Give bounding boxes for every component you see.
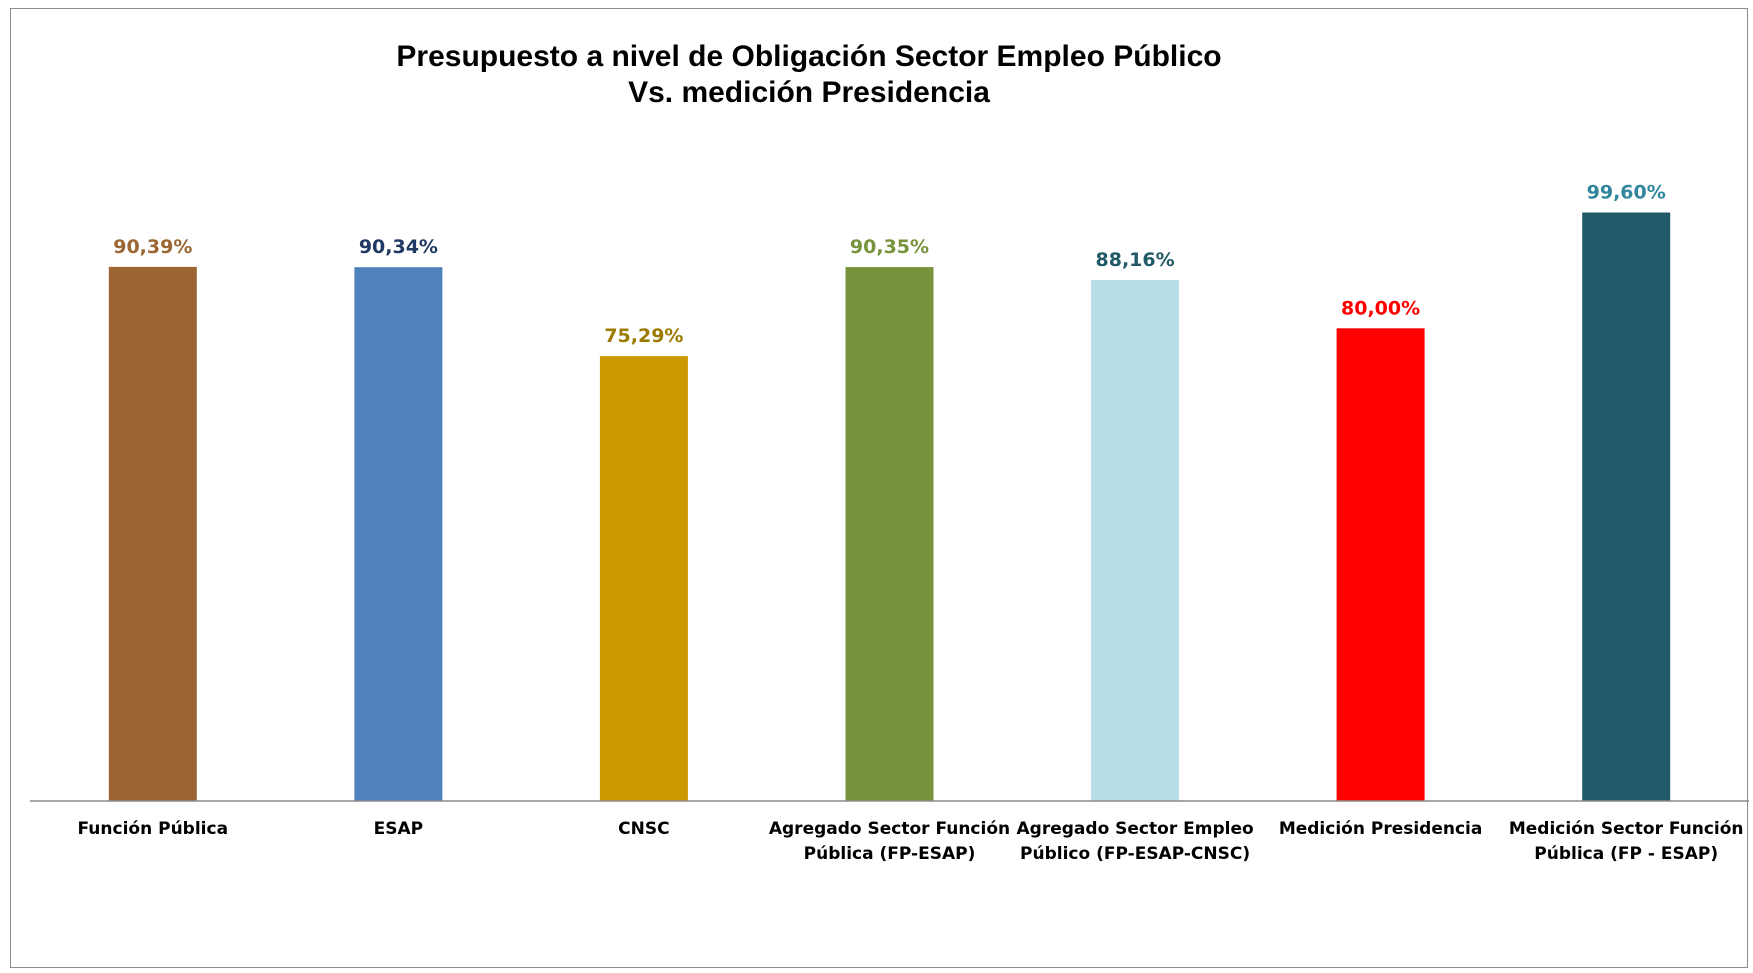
- category-label-6-line-2: Pública (FP - ESAP): [1534, 844, 1718, 864]
- category-labels-layer: Función Pública ESAP CNSC Agregado Sector F…: [78, 819, 1744, 864]
- bar-6: [1582, 212, 1671, 801]
- category-label-4-line-2: Público (FP-ESAP-CNSC): [1020, 844, 1250, 864]
- category-label-4-line-1: Agregado Sector Empleo: [1017, 819, 1254, 839]
- category-label-1: ESAP: [374, 819, 423, 839]
- chart-title-line-1: Presupuesto a nivel de Obligación Sector…: [396, 40, 1221, 73]
- category-label-2: CNSC: [618, 819, 669, 839]
- chart-title-line-2: Vs. medición Presidencia: [628, 76, 990, 109]
- bar-4: [1091, 280, 1180, 802]
- chart-frame: Presupuesto a nivel de Obligación Sector…: [10, 8, 1749, 968]
- value-label-2: 75,29%: [604, 325, 683, 347]
- bar-0: [108, 266, 197, 801]
- category-label-6-line-1: Medición Sector Función: [1509, 819, 1744, 839]
- category-label-3-line-2: Pública (FP-ESAP): [804, 844, 976, 864]
- value-label-0: 90,39%: [113, 236, 192, 258]
- bar-1: [354, 267, 443, 801]
- bar-chart: Presupuesto a nivel de Obligación Sector…: [30, 40, 1749, 864]
- category-label-5: Medición Presidencia: [1279, 819, 1483, 839]
- bar-2: [599, 356, 688, 801]
- category-label-3-line-1: Agregado Sector Función: [769, 819, 1010, 839]
- value-label-6: 99,60%: [1587, 182, 1666, 204]
- value-label-3: 90,35%: [850, 236, 929, 258]
- value-label-4: 88,16%: [1096, 249, 1175, 271]
- category-label-0: Función Pública: [78, 819, 229, 839]
- bar-5: [1336, 328, 1425, 801]
- bar-3: [845, 267, 934, 802]
- bars-layer: [108, 212, 1671, 802]
- value-label-1: 90,34%: [359, 236, 438, 258]
- value-label-5: 80,00%: [1341, 297, 1420, 319]
- value-labels-layer: 90,39% 90,34% 75,29% 90,35% 88,16% 80,00% 99,6…: [113, 182, 1666, 348]
